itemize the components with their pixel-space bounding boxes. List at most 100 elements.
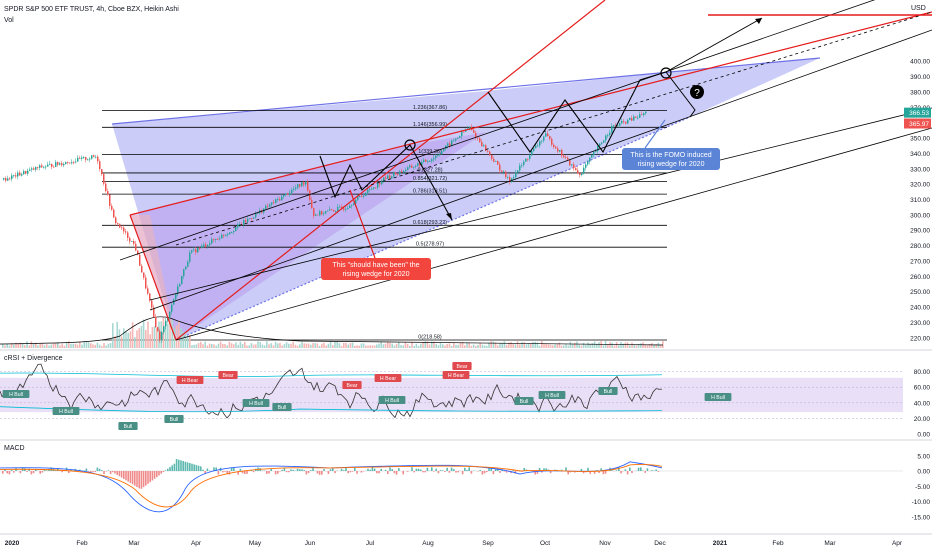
candle-body [221,234,223,239]
black-channel-line-2[interactable] [149,107,932,301]
volume-bar [24,345,26,348]
projection-down[interactable] [665,71,696,118]
black-channel-line-lower[interactable] [175,127,932,341]
volume-bar [543,343,545,348]
fibonacci-retracement[interactable]: 1.236(367.86) 1.146(356.99) 1(339.36) 0.(32… [102,105,667,341]
red-trend-line-left[interactable] [129,214,177,341]
price-tick-label: 240.00 [910,305,930,312]
volume-bar [112,323,114,348]
black-channel-line-mid[interactable] [149,29,932,311]
question-mark-badge[interactable] [690,85,704,99]
volume-bar [270,343,272,348]
volume-bar [657,342,660,348]
macd-histogram-bar [274,471,277,475]
volume-bar [554,344,556,348]
candle-body [21,174,23,176]
macd-histogram-bar [123,471,125,479]
candle-body [71,162,73,164]
candle-body [229,232,231,235]
red-trend-line-upper[interactable] [129,11,932,216]
volume-bar [369,345,371,348]
volume-bar [219,341,222,348]
macd-histogram-bar [565,467,567,471]
candle-body [455,138,457,141]
volume-bar [68,341,70,348]
volume-bar [635,345,638,348]
macd-histogram-bar [589,471,591,474]
volume-bar [257,341,259,348]
volume-bar [325,345,327,348]
candle-body [375,187,377,189]
candle-body [59,163,61,165]
macd-histogram-bar [448,471,451,473]
candle-body [147,288,149,294]
macd-histogram-bar [424,471,426,473]
crsi-indicator: H Bull H Bull Bull Bull H Bear Bear H Bull Bull… [0,362,903,430]
red-note-box[interactable] [321,258,431,280]
divergence-tag [164,415,184,423]
annotations[interactable]: This "should have been" the rising wedge … [321,85,720,280]
projection-up[interactable] [665,17,763,73]
volume-bar [41,343,44,348]
macd-histogram-bar [171,465,173,471]
candle-body [449,143,451,146]
target-marker[interactable] [660,67,672,79]
candle-body [321,211,323,215]
candle-body [477,137,479,139]
price-axis[interactable]: 400.00390.00380.00370.00360.00350.00340.… [904,59,931,343]
price-tick-label: 290.00 [910,228,930,235]
volume-bar [193,344,195,348]
macd-histogram-bar [19,471,22,474]
candle-body [129,237,131,242]
zigzag-wave-left[interactable] [319,144,453,221]
crsi-pane-title: cRSI + Divergence [4,355,63,362]
candle-body [287,193,289,195]
macd-histogram-bar [8,471,11,475]
question-mark-text: ? [694,88,700,99]
volume-bar [180,327,182,348]
volume-bar [439,343,442,348]
candle-body [289,192,291,195]
trend-lines[interactable] [119,0,932,341]
candle-body [569,159,571,166]
volume-bar [648,344,651,348]
crsi-line [0,363,663,419]
candle-body [531,150,533,156]
candle-body [257,212,259,214]
macd-histogram-bar [103,471,105,475]
blue-note-box[interactable] [622,148,720,170]
candle-body [373,187,375,189]
candle-body [343,208,345,210]
macd-histogram-bar [523,467,525,471]
volume-bar [147,321,149,348]
candle-body [243,220,245,225]
volume-bar [17,343,19,348]
candle-body [283,194,285,197]
volume-bar [501,343,503,348]
black-channel-line-upper[interactable] [119,0,932,261]
volume-bar [371,345,374,348]
candle-body [535,145,537,149]
macd-histogram-bar [360,471,363,473]
volume-bar [226,345,228,348]
zigzag-wave-right[interactable] [487,71,667,154]
macd-histogram-bar [349,471,352,473]
candle-body [583,167,585,174]
macd-histogram-bar [92,471,94,472]
target-marker[interactable] [404,139,416,151]
macd-histogram-bar [323,469,325,471]
candle-body [231,232,233,233]
macd-histogram-bar [217,471,220,475]
macd-histogram-bar [376,471,378,474]
divergence-tag-label: H Bull [711,395,725,401]
candles [3,110,647,344]
candle-body [27,170,29,174]
macd-histogram-bar [195,465,198,471]
time-axis[interactable]: 2020 Feb Mar Apr May Jun Jul Aug Sep Oct Nov Dec 202… [5,540,903,547]
candle-body [107,191,109,195]
last-price-label: 366.53 [909,110,929,117]
red-trend-line-steep[interactable] [175,0,606,341]
macd-histogram-bar [536,471,539,474]
candle-body [509,177,511,182]
volume-bar [310,344,312,348]
